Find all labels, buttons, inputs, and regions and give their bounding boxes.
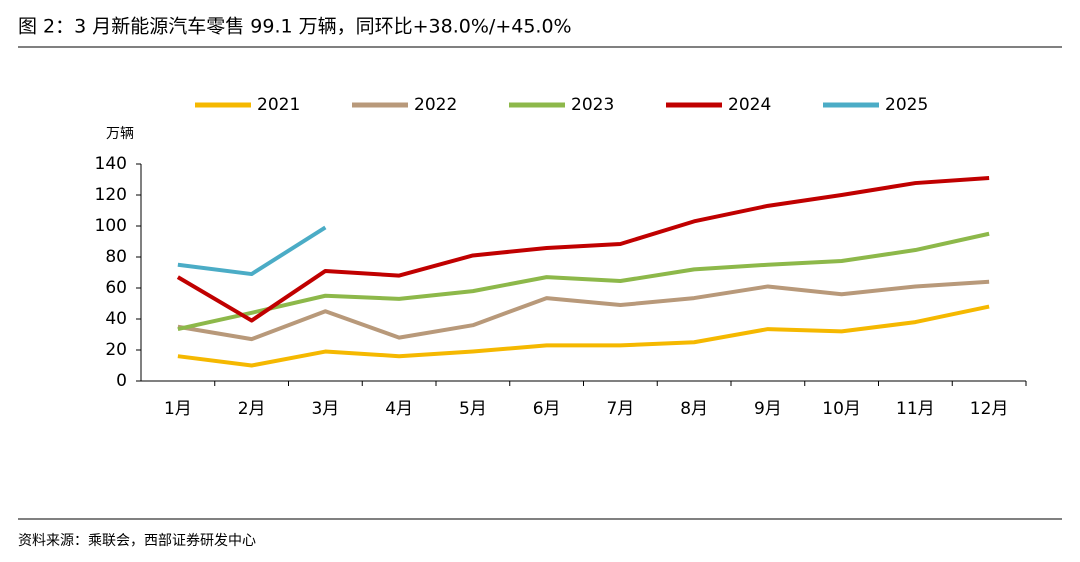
x-tick-label: 9月 — [754, 399, 782, 419]
series-line — [177, 279, 990, 342]
chart-title: 图 2：3 月新能源汽车零售 99.1 万辆，同环比+38.0%/+45.0% — [18, 16, 572, 38]
legend-label: 2024 — [728, 95, 771, 115]
x-tick-label: 1月 — [164, 399, 192, 419]
source: 资料来源：乘联会，西部证券研发中心 — [18, 533, 256, 549]
y-tick-label: 20 — [105, 340, 127, 360]
series-line — [177, 304, 990, 368]
y-tick-label: 100 — [95, 216, 127, 236]
x-tick-label: 11月 — [896, 399, 935, 419]
legend-label: 2022 — [414, 95, 457, 115]
series-line — [177, 225, 327, 277]
y-tick-label: 60 — [105, 278, 127, 298]
y-tick-label: 140 — [95, 154, 127, 174]
x-tick-label: 6月 — [533, 399, 561, 419]
y-tick-label: 0 — [116, 371, 127, 391]
legend-label: 2023 — [571, 95, 614, 115]
series-line — [176, 175, 990, 323]
x-tick-label: 2月 — [238, 399, 266, 419]
series-line — [177, 231, 990, 332]
x-tick-label: 3月 — [311, 399, 339, 419]
y-tick-label: 120 — [95, 185, 127, 205]
y-axis-label: 万辆 — [106, 126, 134, 142]
legend-label: 2025 — [885, 95, 928, 115]
x-tick-label: 5月 — [459, 399, 487, 419]
legend-label: 2021 — [257, 95, 300, 115]
x-tick-label: 10月 — [822, 399, 861, 419]
x-tick-label: 7月 — [606, 399, 634, 419]
x-tick-label: 4月 — [385, 399, 413, 419]
x-tick-label: 12月 — [970, 399, 1009, 419]
x-tick-label: 8月 — [680, 399, 708, 419]
y-tick-label: 80 — [105, 247, 127, 267]
y-tick-label: 40 — [105, 309, 127, 329]
